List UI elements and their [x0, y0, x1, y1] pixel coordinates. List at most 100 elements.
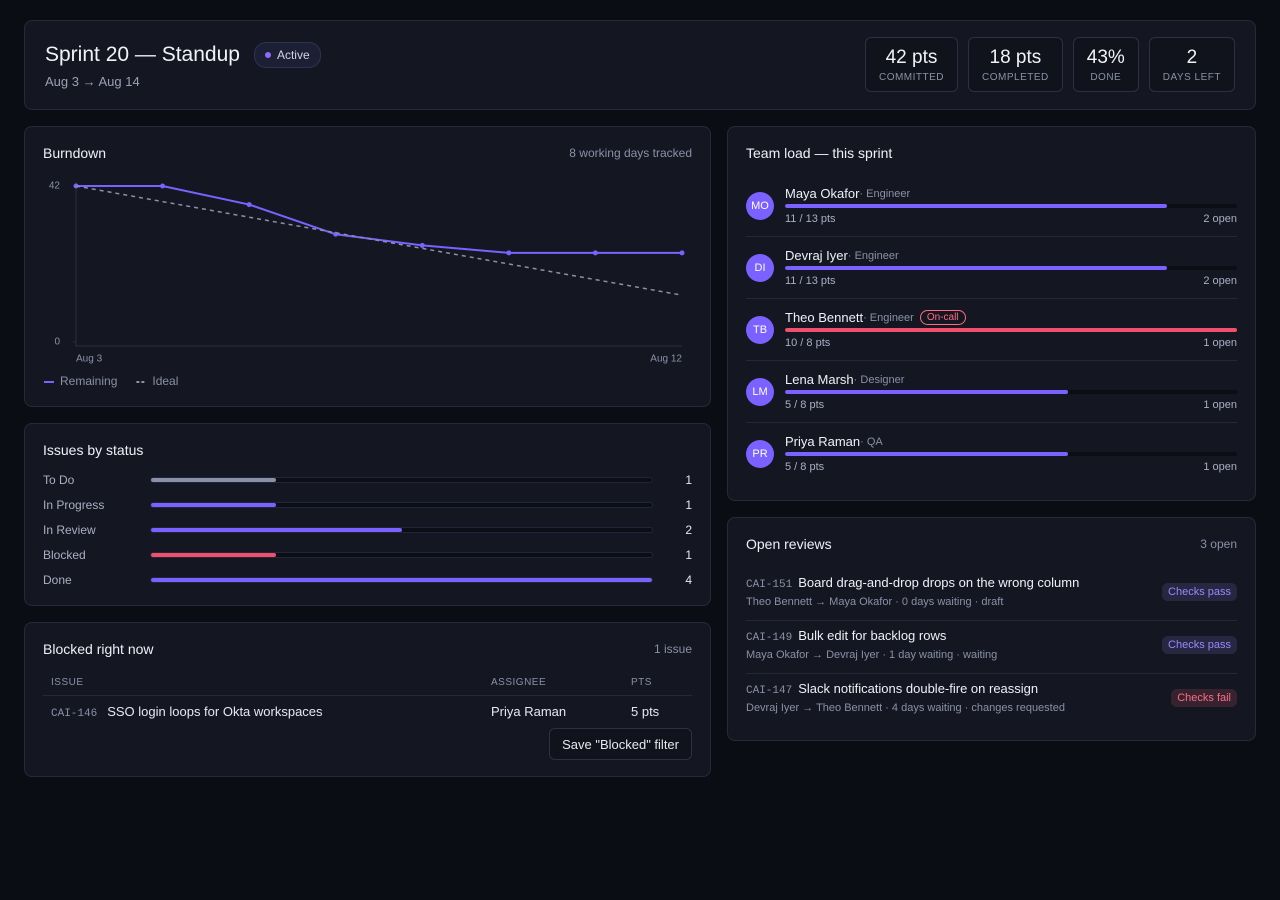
bar-value: 1 [685, 548, 692, 562]
load-track [785, 204, 1237, 208]
review-key: CAI-147 [746, 685, 793, 697]
load-bar [785, 204, 1168, 208]
check-badge: Checks pass [1162, 636, 1237, 654]
review-meta: Devraj Iyer → Theo Bennett · 4 days wait… [746, 702, 1065, 714]
issue-title: SSO login loops for Okta workspaces [107, 704, 323, 719]
name-line: Devraj IyerEngineer [785, 248, 899, 263]
stat-label: COMMITTED [878, 71, 945, 83]
review-meta: Maya Okafor → Devraj Iyer · 1 day waitin… [746, 649, 998, 661]
points-label: 5 / 8 pts [785, 461, 825, 473]
review-title: Bulk edit for backlog rows [798, 628, 947, 643]
stat-label: COMPLETED [982, 71, 1049, 83]
load-bar [785, 390, 1068, 394]
load-track [785, 266, 1237, 270]
points-label: 11 / 13 pts [785, 213, 836, 225]
review-meta: Theo Bennett → Maya Okafor · 0 days wait… [746, 596, 1004, 608]
y-tick-label: 0 [54, 337, 60, 348]
name-line: Lena MarshDesigner [785, 372, 904, 387]
name-line: Maya OkaforEngineer [785, 186, 910, 201]
bar-label: Done [43, 573, 72, 587]
row-rule [746, 673, 1237, 674]
chart-title: Issues by status [43, 442, 144, 458]
member-role: Engineer [863, 312, 914, 324]
row-rule [746, 620, 1237, 621]
bar-label: To Do [43, 473, 75, 487]
blocked-card: Blocked right now 1 issue ISSUE ASSIGNEE PTS… [24, 622, 711, 777]
bar [151, 478, 277, 482]
legend-label: Remaining [60, 374, 117, 388]
series-line [76, 185, 682, 254]
avatar: LM [746, 378, 774, 406]
bar-track [150, 527, 653, 533]
card-count: 3 open [1200, 537, 1237, 551]
avatar: DI [746, 254, 774, 282]
y-tick-label: 42 [49, 181, 61, 192]
page-title: Sprint 20 — Standup [45, 43, 240, 66]
load-bar [785, 328, 1237, 332]
column-header: ASSIGNEE [491, 677, 547, 688]
member-name: Theo Bennett [785, 310, 864, 325]
reviews-card: Open reviews 3 open CAI-151 Board drag-and-… [727, 517, 1256, 741]
member-name: Devraj Iyer [785, 248, 848, 263]
check-badge: Checks pass [1162, 583, 1237, 601]
card-title: Blocked right now [43, 641, 154, 657]
bar [151, 503, 277, 507]
row-rule [746, 360, 1237, 361]
chart-subtitle: 8 working days tracked [569, 146, 692, 160]
save-filter-button[interactable]: Save "Blocked" filter [549, 728, 692, 760]
member-name: Maya Okafor [785, 186, 860, 201]
title-row: Sprint 20 — Standup Active [45, 42, 321, 68]
review-line: CAI-147 Slack notifications double-fire o… [746, 681, 1038, 697]
stat-value: 43% [1086, 46, 1125, 68]
bar-value: 1 [685, 473, 692, 487]
row-rule [746, 236, 1237, 237]
row-rule [746, 298, 1237, 299]
member-name: Lena Marsh [785, 372, 854, 387]
card-title: Open reviews [746, 536, 832, 552]
member-role: QA [860, 436, 883, 448]
open-count: 1 open [1203, 399, 1237, 411]
chart-title: Burndown [43, 145, 107, 161]
member-role: Engineer [848, 250, 899, 262]
open-count: 2 open [1203, 213, 1237, 225]
review-line: CAI-151 Board drag-and-drop drops on the … [746, 575, 1079, 591]
member-role: Engineer [859, 188, 910, 200]
bar-track [150, 552, 653, 558]
stat-label: DAYS LEFT [1162, 71, 1221, 83]
open-count: 1 open [1203, 337, 1237, 349]
member-badge: On-call [919, 310, 966, 325]
stat-box: 2 DAYS LEFT [1148, 37, 1235, 92]
column-header: PTS [631, 677, 652, 688]
row-rule [746, 422, 1237, 423]
point [592, 250, 598, 256]
points: 5 pts [631, 704, 660, 719]
status-card: Issues by status To Do 1 In Progress 1 In Rev… [24, 423, 711, 606]
member-role: Designer [854, 374, 904, 386]
bar [151, 528, 402, 532]
bar-track [150, 502, 653, 508]
bar [151, 578, 652, 582]
bar [151, 553, 277, 557]
bar-label: In Review [43, 523, 96, 537]
avatar: PR [746, 440, 774, 468]
bar-track [150, 477, 653, 483]
issue-cell: CAI-146 SSO login loops for Okta workspac… [51, 704, 323, 720]
x-tick-label: Aug 3 [76, 354, 103, 365]
name-line: Priya RamanQA [785, 434, 883, 449]
open-count: 2 open [1203, 275, 1237, 287]
point [506, 250, 512, 256]
review-line: CAI-149 Bulk edit for backlog rows [746, 628, 946, 644]
header-rule [43, 695, 692, 696]
series-line [75, 185, 683, 296]
stat-label: DONE [1090, 71, 1122, 83]
open-count: 1 open [1203, 461, 1237, 473]
review-title: Board drag-and-drop drops on the wrong c… [798, 575, 1080, 590]
load-track [785, 328, 1237, 332]
bar-value: 1 [685, 498, 692, 512]
stat-value: 2 [1186, 46, 1198, 68]
burndown-chart: 0 42 Aug 3 Aug 12 Remaining Ideal [44, 181, 685, 388]
status-dot [264, 52, 271, 58]
stats: 42 pts COMMITTED 18 pts COMPLETED 43% DONE 2 DA… [864, 37, 1235, 92]
